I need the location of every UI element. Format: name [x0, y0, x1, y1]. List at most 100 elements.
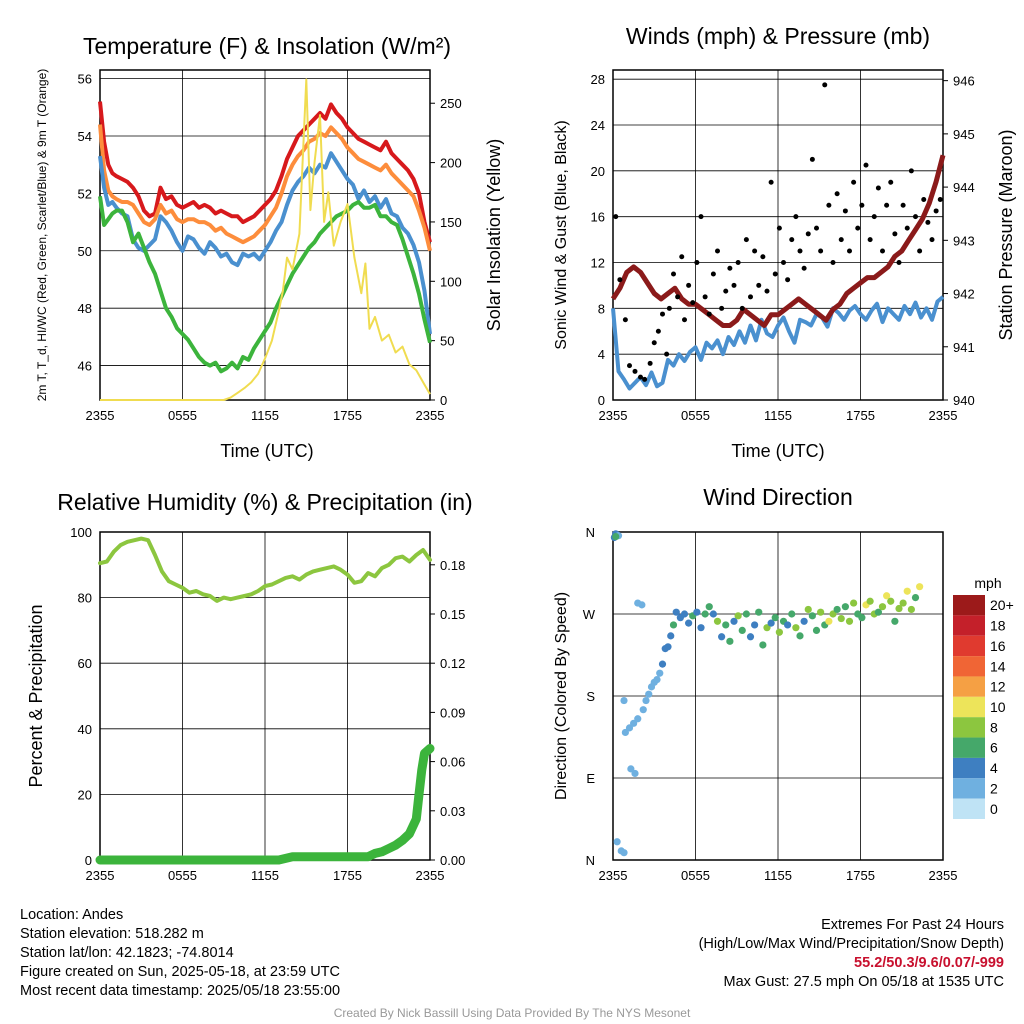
colorbar-swatch — [953, 635, 985, 657]
gust-point — [822, 82, 828, 88]
colorbar-label: 16 — [990, 638, 1006, 654]
direction-point — [784, 621, 792, 629]
gust-point — [715, 248, 720, 254]
gust-point — [719, 305, 725, 311]
gust-point — [651, 340, 657, 346]
station-elevation: Station elevation: 518.282 m — [20, 926, 204, 942]
gust-point — [892, 231, 898, 237]
x-tick-label: 2355 — [86, 408, 115, 423]
y-tick-label: 8 — [598, 301, 605, 316]
gust-point — [814, 225, 819, 231]
colorbar-swatch — [953, 696, 985, 718]
direction-point — [738, 626, 746, 635]
extremes-info: Extremes For Past 24 Hours (High/Low/Max… — [699, 916, 1004, 992]
y2-tick-label: 945 — [953, 127, 975, 142]
gust-point — [921, 196, 927, 202]
y-tick-label: 24 — [591, 118, 605, 133]
y-tick-label: 12 — [591, 256, 605, 271]
gust-point — [642, 376, 648, 382]
pressure-ylabel: Station Pressure (Maroon) — [996, 129, 1016, 340]
station-location: Location: Andes — [20, 907, 124, 923]
direction-point — [612, 532, 620, 541]
x-tick-label: 0555 — [681, 408, 710, 423]
gust-point — [671, 271, 676, 277]
x-tick-label: 2355 — [599, 868, 628, 883]
gust-point — [842, 208, 848, 214]
direction-point — [763, 624, 771, 632]
gust-point — [855, 225, 861, 231]
y-tick-label: 60 — [78, 656, 92, 671]
gust-point — [735, 260, 741, 265]
gust-point — [632, 368, 638, 374]
gust-point — [797, 248, 803, 254]
y-tick-label: 80 — [78, 591, 92, 606]
direction-point — [866, 597, 874, 605]
direction-point — [858, 614, 866, 622]
gust-point — [793, 214, 799, 220]
colorbar-unit: mph — [974, 575, 1001, 591]
gust-point — [917, 248, 923, 254]
gust-point — [675, 294, 681, 300]
gust-point — [627, 363, 632, 369]
colorbar-swatch — [953, 717, 985, 738]
direction-point — [891, 617, 899, 625]
direction-point — [653, 676, 661, 684]
direction-point — [664, 643, 672, 651]
colorbar-label: 4 — [990, 760, 998, 776]
gust-point — [863, 162, 869, 168]
direction-point — [878, 603, 887, 611]
x-tick-label: 2355 — [416, 868, 445, 883]
series-line-0 — [98, 101, 432, 243]
gust-point — [830, 260, 836, 265]
gust-point — [682, 317, 687, 323]
x-tick-label: 0555 — [168, 408, 197, 423]
y-tick-label: 50 — [78, 244, 92, 259]
gust-point — [617, 277, 623, 283]
direction-point — [796, 632, 804, 640]
series-line-0 — [611, 295, 945, 391]
direction-point — [759, 641, 767, 649]
gust-point — [638, 374, 643, 380]
gust-point — [867, 237, 873, 243]
y2-tick-label: 0.15 — [440, 607, 465, 622]
direction-point — [627, 765, 635, 773]
colorbar-swatch — [953, 757, 985, 779]
y-tick-label: 46 — [78, 359, 92, 374]
colorbar-label: 18 — [990, 618, 1006, 634]
gust-point — [702, 294, 708, 300]
x-tick-label: 1155 — [251, 408, 279, 423]
temperature-xlabel: Time (UTC) — [220, 441, 313, 461]
gust-point — [847, 248, 852, 254]
direction-point — [895, 604, 903, 613]
direction-point — [642, 696, 650, 705]
wind-direction-title: Wind Direction — [703, 484, 853, 510]
direction-point — [645, 690, 653, 698]
insolation-ylabel: Solar Insolation (Yellow) — [484, 139, 504, 331]
figure-created: Figure created on Sun, 2025-05-18, at 23… — [20, 964, 340, 980]
colorbar-label: 14 — [990, 658, 1006, 674]
colorbar-swatch — [953, 615, 985, 636]
gust-point — [871, 214, 877, 220]
direction-point — [639, 706, 647, 714]
y-tick-label: 52 — [78, 186, 92, 201]
direction-point — [746, 633, 755, 641]
direction-point — [625, 724, 634, 732]
series-line-0 — [98, 536, 432, 603]
direction-point — [903, 587, 911, 595]
gust-point — [904, 225, 910, 231]
gust-point — [723, 288, 729, 294]
series-line-1 — [95, 744, 435, 865]
station-info: Location: Andes Station elevation: 518.2… — [20, 906, 340, 1001]
x-tick-label: 1755 — [333, 408, 362, 423]
gust-point — [785, 277, 791, 283]
y2-tick-label: 942 — [953, 287, 975, 302]
gust-point — [929, 237, 935, 243]
colorbar-swatch — [953, 737, 985, 758]
gust-point — [710, 271, 716, 277]
gust-point — [776, 225, 782, 231]
humidity-panel: Relative Humidity (%) & Precipitation (i… — [26, 489, 473, 883]
colorbar-label: 8 — [990, 719, 998, 735]
colorbar-label: 12 — [990, 679, 1006, 695]
extremes-subheading: (High/Low/Max Wind/Precipitation/Snow De… — [698, 936, 1004, 952]
